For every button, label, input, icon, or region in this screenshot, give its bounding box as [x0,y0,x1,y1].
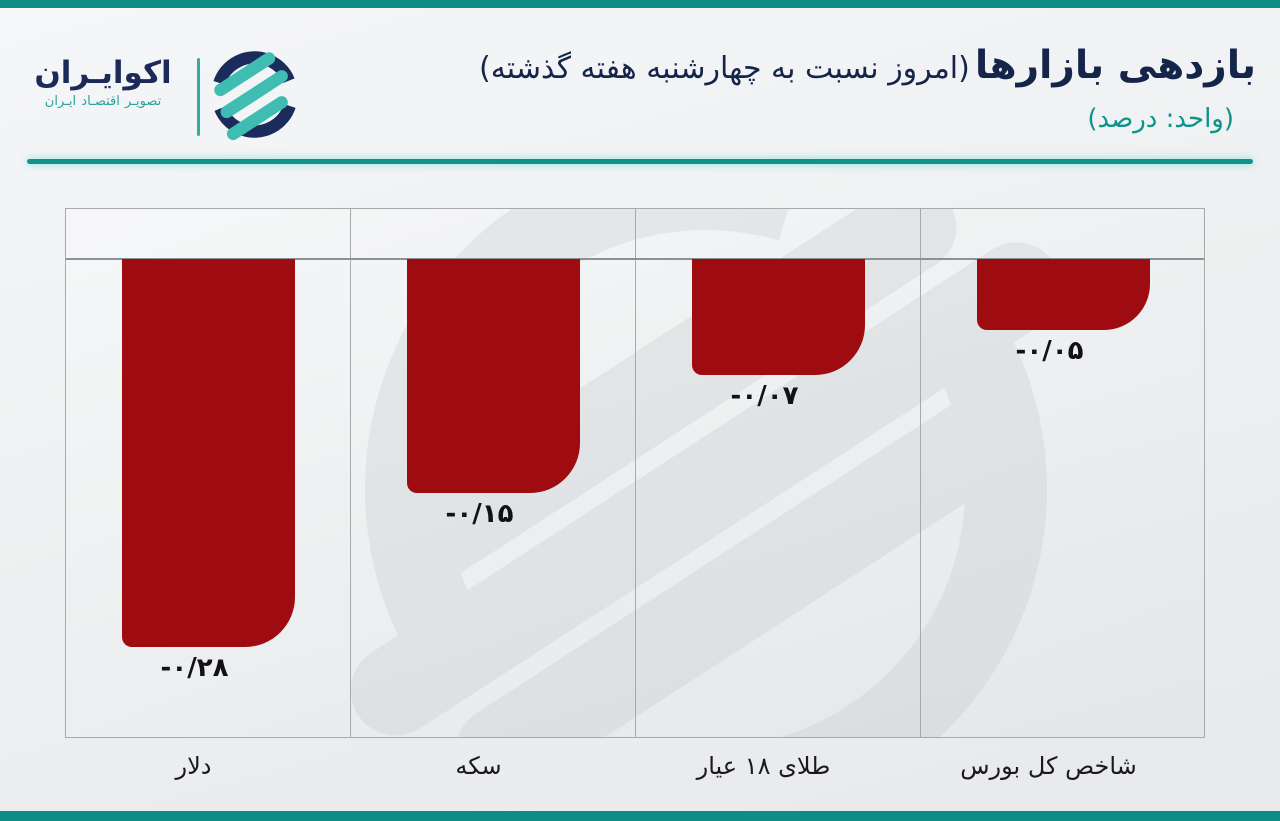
page-title-bold: بازدهی بازارها [974,43,1256,88]
category-row: دلار سکه طلای ۱۸ عیار شاخص کل بورس [65,752,1205,794]
bars-layer: -۰/۲۸ -۰/۱۵ -۰/۰۷ -۰/۰۵ [66,209,1204,737]
header-separator-line [27,159,1253,164]
column-divider-2 [635,209,636,737]
value-label-stock-index: -۰/۰۵ [1015,336,1084,366]
column-divider-3 [920,209,921,737]
bar-stock-index [977,259,1150,330]
category-label-stock-index: شاخص کل بورس [960,752,1137,780]
top-accent-strip [0,0,1280,8]
bar-coin [407,259,580,493]
brand-tagline: تصویـر اقتصـاد ایـران [44,94,162,110]
brand-text-block: اکوایـران تصویـر اقتصـاد ایـران [16,56,190,109]
page-title-subnote: (امروز نسبت به چهارشنبه هفته گذشته) [478,51,970,86]
chart-area: -۰/۲۸ -۰/۱۵ -۰/۰۷ -۰/۰۵ [65,208,1205,738]
category-label-coin: سکه [455,752,502,780]
category-label-gold-18k: طلای ۱۸ عیار [696,752,831,780]
brand-divider-line [197,58,200,136]
bar-dollar [122,259,295,647]
brand-logo-icon [211,51,298,141]
value-label-dollar: -۰/۲۸ [160,653,229,683]
zero-baseline [66,258,1204,260]
bar-gold-18k [692,259,865,375]
brand-name: اکوایـران [34,55,172,91]
unit-note: (واحد: درصد) [1087,104,1234,134]
page-title: بازدهی بازارها (امروز نسبت به چهارشنبه ه… [479,42,1256,91]
column-divider-1 [350,209,351,737]
bottom-accent-strip [0,811,1280,821]
category-label-dollar: دلار [175,752,212,780]
value-label-coin: -۰/۱۵ [445,499,514,529]
value-label-gold-18k: -۰/۰۷ [730,381,799,411]
